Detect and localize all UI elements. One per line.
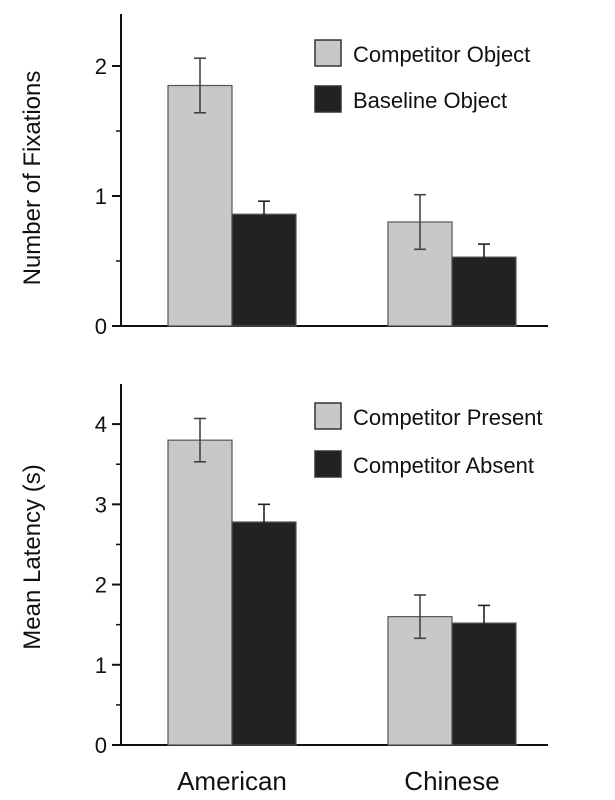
legend-swatch [314, 402, 342, 430]
legend-label: Competitor Object [353, 42, 530, 67]
legend-label: Baseline Object [353, 88, 507, 113]
y-tick-label: 1 [95, 184, 107, 209]
y-tick-label: 1 [95, 653, 107, 678]
bar-competitor-absent [451, 622, 517, 746]
category-label: American [177, 766, 287, 796]
bar-competitor-object [167, 84, 233, 327]
legend-swatch [314, 39, 342, 67]
y-tick-label: 4 [95, 412, 107, 437]
category-label: Chinese [404, 766, 499, 796]
y-tick-label: 2 [95, 54, 107, 79]
y-tick-label: 0 [95, 314, 107, 339]
y-axis-title: Mean Latency (s) [19, 464, 46, 649]
legend-swatch [314, 450, 342, 478]
fixations-chart: 0 1 2 Number of Fixations Competitor Object B… [19, 14, 548, 339]
latency-chart: 0 1 2 3 4 Mean Latency (s) Competitor Present C… [19, 384, 548, 796]
legend-swatch [314, 85, 342, 113]
y-tick-label: 0 [95, 733, 107, 758]
legend-label: Competitor Present [353, 405, 543, 430]
bar-baseline-object [231, 213, 297, 327]
y-tick-label: 2 [95, 573, 107, 598]
bar-competitor-present [167, 439, 233, 746]
legend-label: Competitor Absent [353, 453, 534, 478]
y-axis-title: Number of Fixations [19, 71, 46, 286]
bar-competitor-absent [231, 521, 297, 746]
y-tick-label: 3 [95, 492, 107, 517]
